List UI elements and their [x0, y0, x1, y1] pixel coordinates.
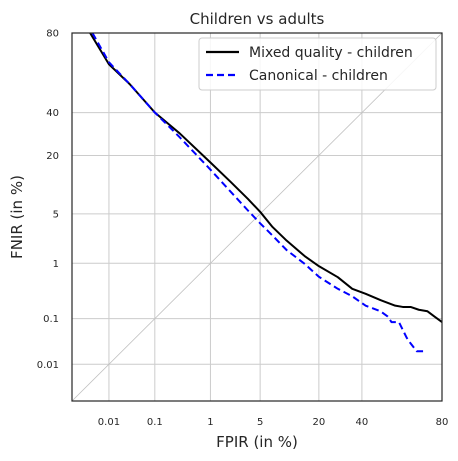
x-axis-label: FPIR (in %) [216, 433, 298, 451]
x-tick-label: 5 [257, 417, 263, 428]
y-tick-label: 20 [46, 151, 59, 162]
x-tick-labels: 0.01 0.1 1 5 20 40 80 [98, 417, 449, 428]
x-tick-label: 0.1 [147, 417, 163, 428]
y-tick-label: 80 [46, 29, 59, 40]
y-axis-label: FNIR (in %) [8, 175, 26, 259]
x-tick-label: 0.01 [98, 417, 120, 428]
chart-title: Children vs adults [190, 10, 325, 28]
plot-frame [71, 32, 443, 402]
reference-diagonal-line [71, 32, 443, 402]
series-line-2 [91, 32, 424, 353]
x-tick-label: 80 [436, 417, 449, 428]
y-tick-label: 0.1 [43, 314, 59, 325]
y-tick-label: 5 [53, 209, 59, 220]
x-tick-label: 1 [207, 417, 213, 428]
x-tick-label: 20 [312, 417, 325, 428]
series-lines [89, 32, 443, 353]
grid [72, 33, 442, 401]
legend-box [198, 37, 437, 91]
y-tick-label: 1 [53, 259, 59, 270]
y-tick-labels: 0.01 0.1 1 5 20 40 80 [37, 29, 59, 371]
x-tick-label: 40 [356, 417, 369, 428]
reference-diagonal [71, 32, 443, 402]
legend-label-1: Mixed quality - children [249, 45, 413, 61]
y-tick-label: 0.01 [37, 360, 59, 371]
legend: Mixed quality - children Canonical - chil… [198, 37, 437, 91]
legend-label-2: Canonical - children [249, 68, 388, 84]
y-tick-label: 40 [46, 108, 59, 119]
series-line-1 [89, 32, 443, 323]
